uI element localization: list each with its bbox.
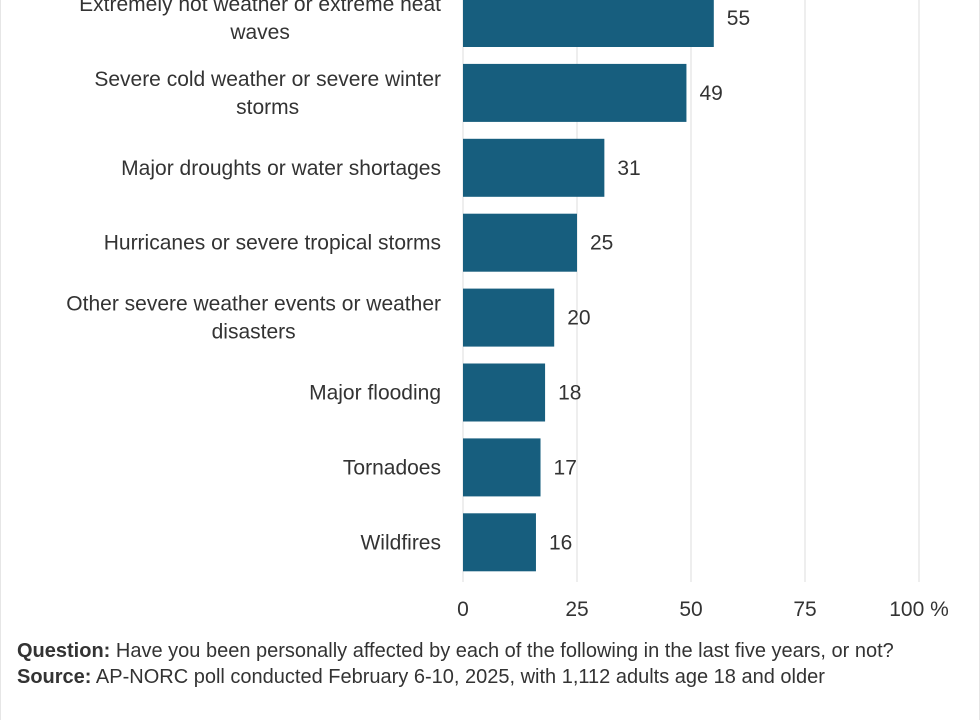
value-label: 20 [567,307,590,330]
value-labels: 55 49 31 25 20 18 17 16 [549,7,750,554]
x-tick-label: 50 [679,598,702,621]
bar [463,63,687,122]
category-label: Extremely hot weather or extreme heat [79,0,441,16]
category-label: Major flooding [309,382,441,405]
x-tick-label: 25 [565,598,588,621]
x-tick-label: 0 [457,598,469,621]
value-label: 55 [727,7,750,30]
category-label: Hurricanes or severe tropical storms [104,232,441,255]
category-labels: Extremely hot weather or extreme heat wav… [66,0,441,554]
x-axis-tick-labels: 0 25 50 75 100 % [457,598,949,621]
category-label-continuation: waves [229,21,290,44]
bar [463,438,541,497]
x-tick-label: 75 [793,598,816,621]
category-label: Other severe weather events or weather [66,293,441,316]
bar [463,138,605,197]
source-text: AP-NORC poll conducted February 6-10, 20… [95,666,825,688]
bar [463,213,577,272]
horizontal-bar-chart: Extremely hot weather or extreme heat wav… [66,0,949,621]
value-label: 31 [617,157,640,180]
question-label: Question: [17,640,111,662]
category-label-continuation: disasters [212,321,296,344]
source-note: Source: AP-NORC poll conducted February … [17,664,957,690]
x-tick-label: 100 % [889,598,949,621]
chart-notes: Question: Have you been personally affec… [17,638,957,690]
bar [463,513,536,572]
category-label-continuation: storms [236,96,299,119]
category-label: Wildfires [360,531,441,554]
question-note: Question: Have you been personally affec… [17,638,957,664]
bar [463,0,714,47]
value-label: 17 [554,456,577,479]
question-text: Have you been personally affected by eac… [115,640,894,662]
value-label: 49 [699,82,722,105]
value-label: 18 [558,382,581,405]
bar [463,288,555,347]
bars [463,0,714,572]
category-label: Tornadoes [343,456,441,479]
value-label: 16 [549,531,572,554]
category-label: Severe cold weather or severe winter [94,68,441,91]
bar [463,363,546,422]
source-label: Source: [17,666,92,688]
category-label: Major droughts or water shortages [121,157,441,180]
value-label: 25 [590,232,613,255]
